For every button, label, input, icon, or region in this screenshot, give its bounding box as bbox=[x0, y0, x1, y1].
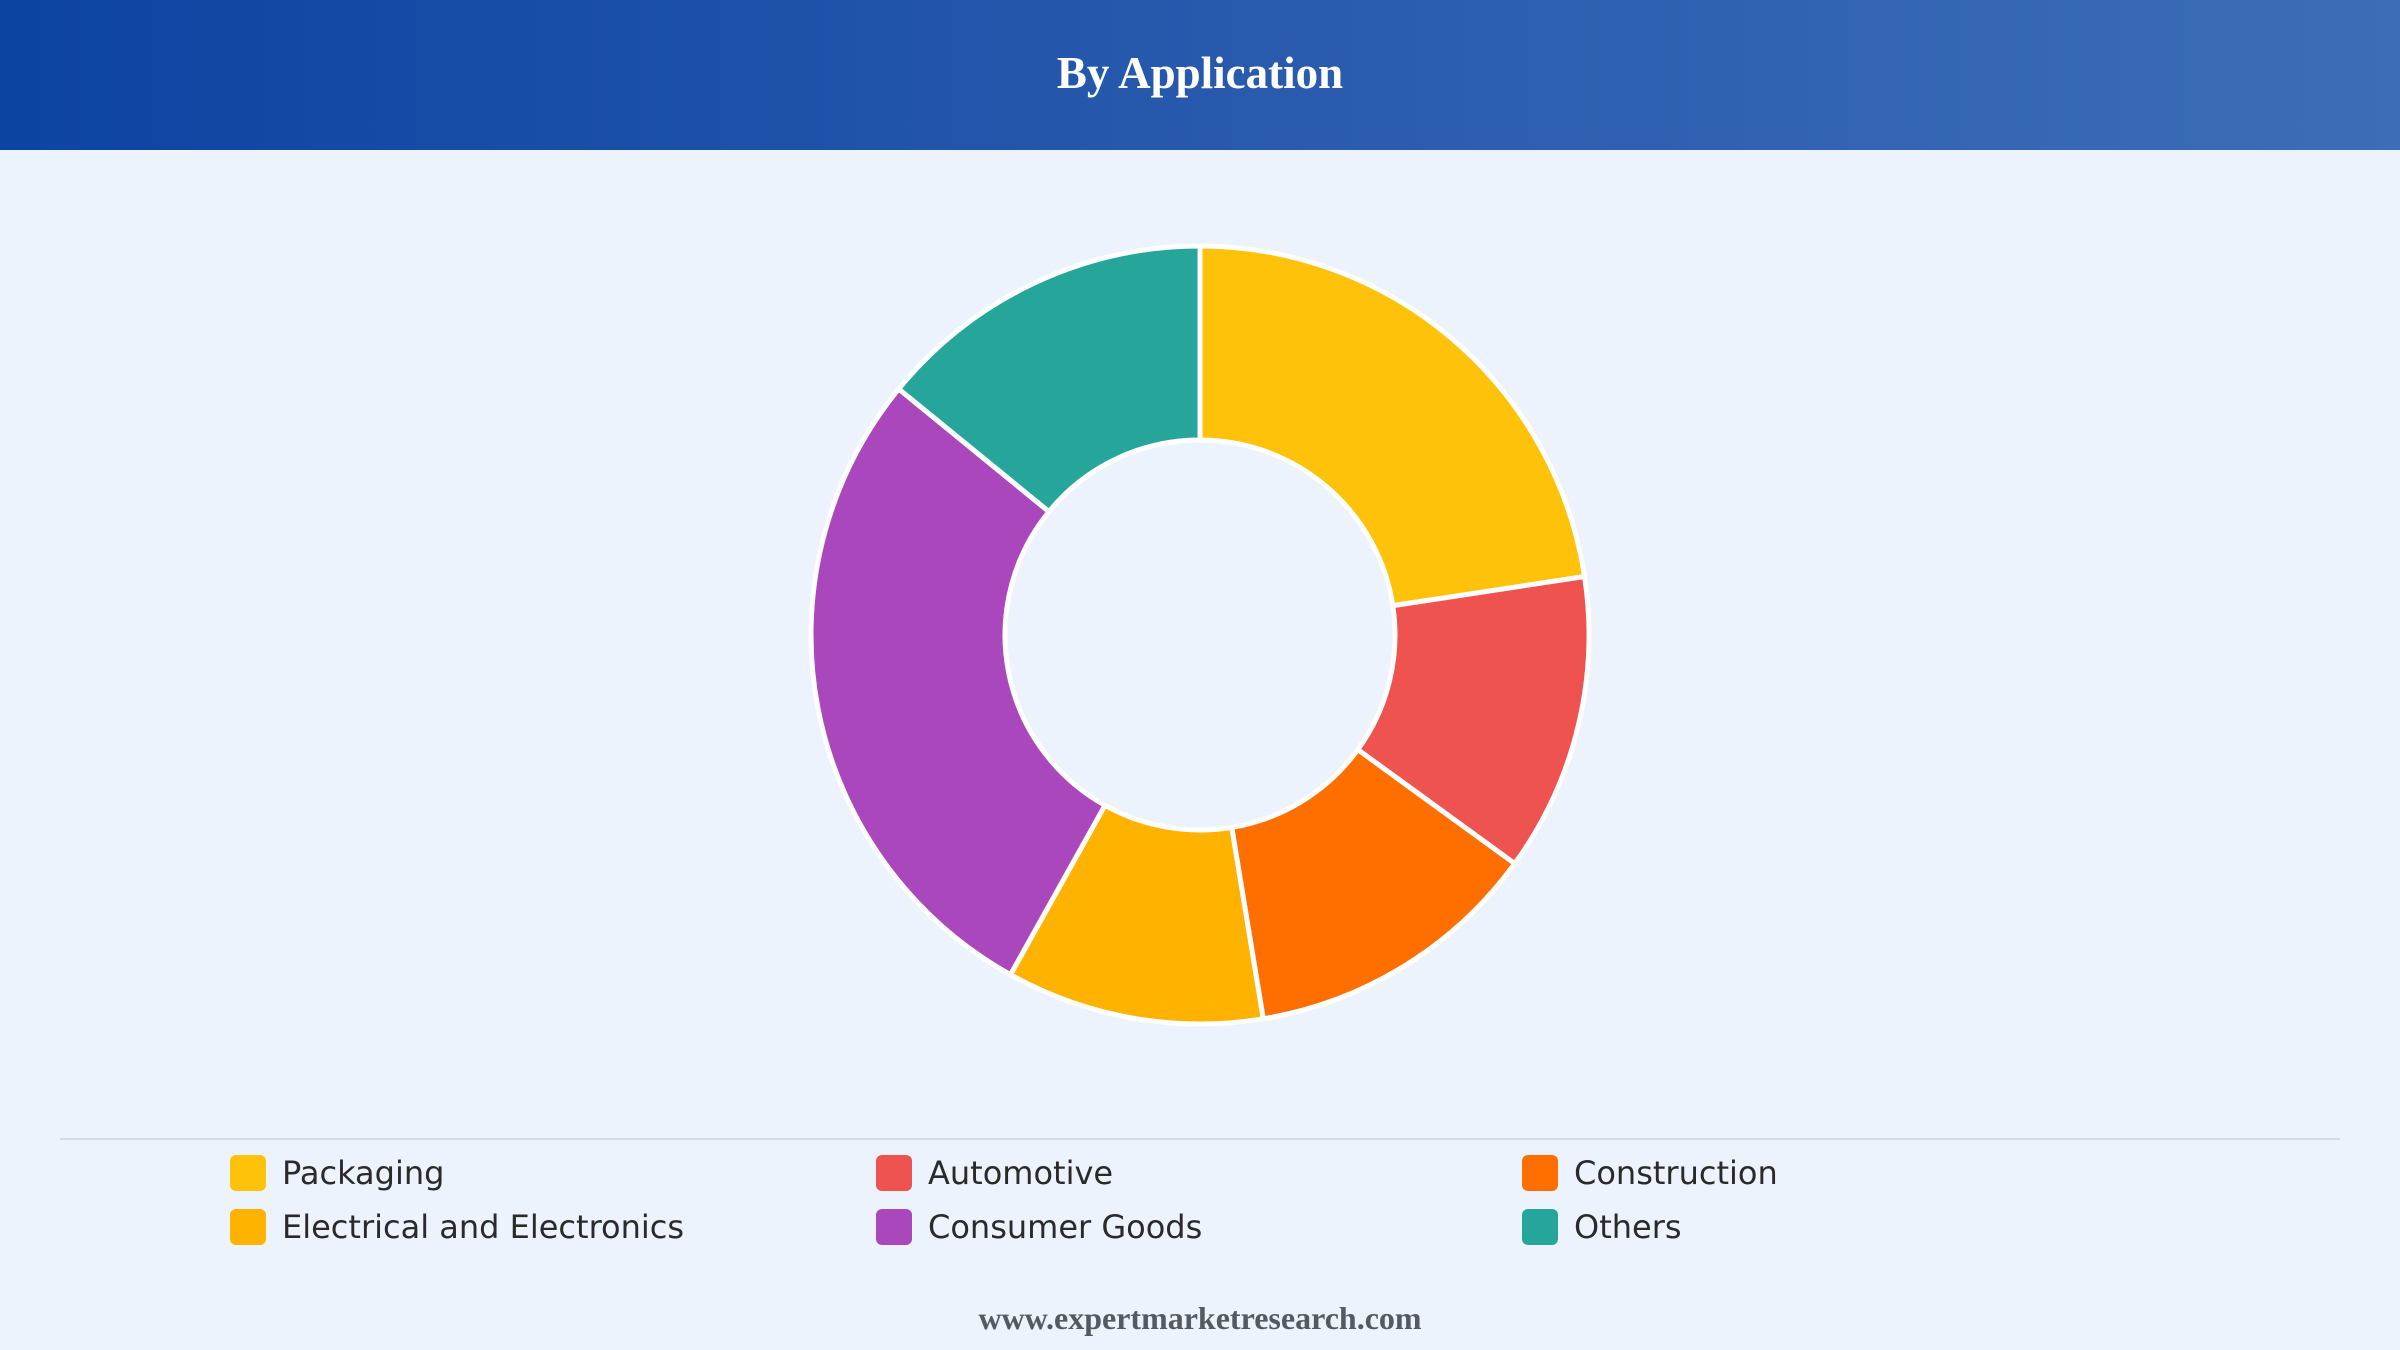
legend-label: Packaging bbox=[282, 1154, 445, 1192]
slice-construction[interactable] bbox=[1229, 747, 1518, 1022]
legend-item-packaging[interactable]: Packaging bbox=[230, 1154, 876, 1192]
legend-item-electrical-and-electronics[interactable]: Electrical and Electronics bbox=[230, 1208, 876, 1246]
chart-area bbox=[0, 150, 2400, 1130]
legend-label: Consumer Goods bbox=[928, 1208, 1203, 1246]
slice-automotive[interactable] bbox=[1355, 574, 1592, 867]
legend-label: Automotive bbox=[928, 1154, 1114, 1192]
legend-swatch bbox=[230, 1155, 266, 1191]
legend-swatch bbox=[876, 1155, 912, 1191]
chart-legend: Packaging Automotive Construction Electrica… bbox=[230, 1154, 2130, 1246]
source-footer: www.expertmarketresearch.com bbox=[978, 1300, 1422, 1336]
legend-item-automotive[interactable]: Automotive bbox=[876, 1154, 1522, 1192]
legend-swatch bbox=[230, 1209, 266, 1245]
legend-swatch bbox=[1522, 1209, 1558, 1245]
legend-divider bbox=[60, 1138, 2340, 1140]
legend-label: Construction bbox=[1574, 1154, 1778, 1192]
legend-label: Others bbox=[1574, 1208, 1682, 1246]
legend-swatch bbox=[1522, 1155, 1558, 1191]
legend-item-construction[interactable]: Construction bbox=[1522, 1154, 2122, 1192]
slice-consumer-goods[interactable] bbox=[808, 386, 1108, 978]
legend-item-others[interactable]: Others bbox=[1522, 1208, 2122, 1246]
legend-item-consumer-goods[interactable]: Consumer Goods bbox=[876, 1208, 1522, 1246]
legend-swatch bbox=[876, 1209, 912, 1245]
chart-title: By Application bbox=[1056, 48, 1344, 98]
slice-others[interactable] bbox=[896, 243, 1203, 515]
slice-packaging[interactable] bbox=[1197, 243, 1588, 609]
legend-label: Electrical and Electronics bbox=[282, 1208, 685, 1246]
header-banner: By Application bbox=[0, 0, 2400, 150]
donut-chart bbox=[808, 243, 1592, 1027]
